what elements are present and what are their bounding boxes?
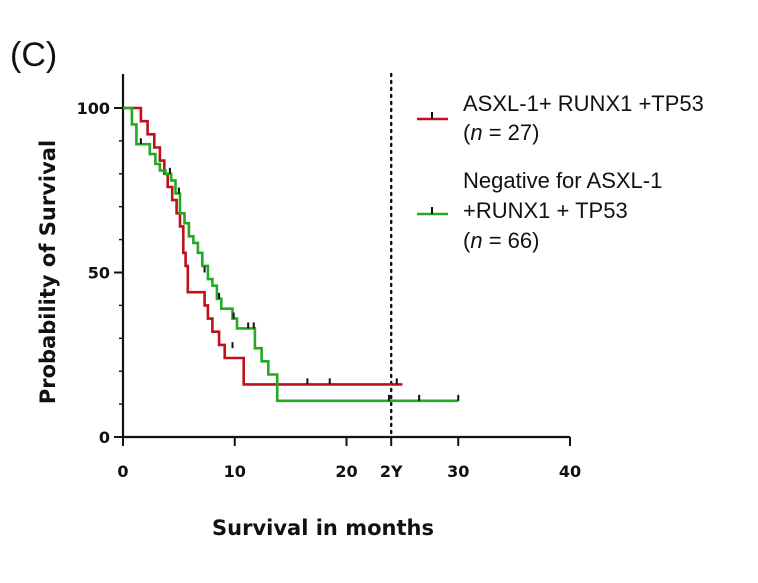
legend-n-value: = 27)	[483, 120, 540, 145]
legend-label-negative-line2: +RUNX1 + TP53	[463, 198, 628, 223]
legend-n-symbol: n	[470, 120, 482, 145]
legend-n-prefix: (	[463, 120, 471, 145]
x-tick-label: 0	[117, 462, 128, 481]
x-tick-label: 40	[559, 462, 581, 481]
x-axis-title: Survival in months	[212, 516, 434, 540]
y-tick-label: 50	[88, 264, 110, 283]
axes: 0 10 20 2Y 30 40 0 50 100	[77, 74, 581, 481]
y-tick-label: 0	[99, 428, 110, 447]
x-tick-label: 2Y	[380, 462, 403, 481]
legend-n-symbol: n	[470, 228, 482, 253]
km-curve-asxl1-positive	[123, 106, 403, 386]
km-curve-negative	[123, 106, 459, 403]
legend-n-negative: (n = 66)	[463, 228, 539, 253]
x-tick-label: 10	[224, 462, 246, 481]
legend-n-asxl1-positive: (n = 27)	[463, 120, 539, 145]
series-layer	[123, 106, 460, 403]
y-tick-label: 100	[77, 99, 110, 118]
panel-label: (C)	[10, 36, 57, 74]
y-axis-title: Probability of Survival	[36, 140, 60, 404]
legend-n-prefix: (	[463, 228, 471, 253]
x-tick-label: 20	[335, 462, 357, 481]
legend-label-negative-line1: Negative for ASXL-1	[463, 168, 662, 193]
legend-label-asxl1-positive: ASXL-1+ RUNX1 +TP53	[463, 91, 704, 116]
legend-n-value: = 66)	[483, 228, 540, 253]
legend: ASXL-1+ RUNX1 +TP53 (n = 27) Negative fo…	[417, 91, 704, 253]
x-tick-label: 30	[447, 462, 469, 481]
